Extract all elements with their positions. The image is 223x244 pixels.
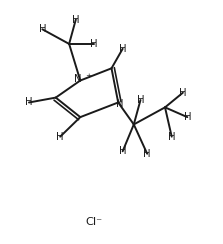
Text: Cl⁻: Cl⁻ (85, 217, 102, 227)
Text: H: H (184, 112, 191, 122)
Text: H: H (56, 132, 64, 142)
Text: H: H (39, 24, 46, 34)
Text: H: H (119, 44, 126, 54)
Text: H: H (25, 98, 33, 107)
Text: N: N (74, 74, 82, 84)
Text: H: H (119, 146, 126, 156)
Text: H: H (137, 95, 144, 105)
Text: H: H (168, 132, 176, 142)
Text: N: N (116, 99, 123, 109)
Text: H: H (90, 39, 97, 49)
Text: H: H (72, 15, 80, 24)
Text: H: H (179, 88, 187, 98)
Text: H: H (143, 149, 151, 159)
Text: +: + (86, 73, 92, 79)
